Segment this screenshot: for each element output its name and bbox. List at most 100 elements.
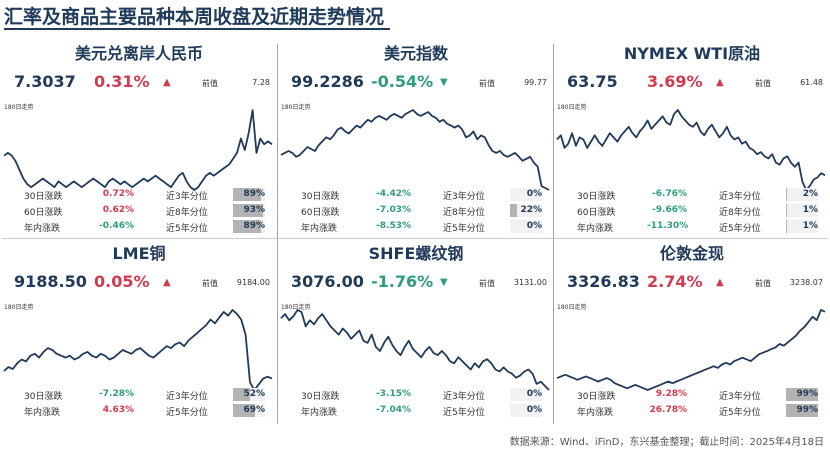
previous-value: 3238.07 [789,278,823,287]
trend-label: 180日走势 [557,104,587,111]
previous-value: 99.77 [524,78,547,87]
indicator-panel: 伦敦金现 3326.83 2.74% ▲ 前值 3238.07 180日走势 30日涨跌 9.2… [555,240,829,438]
previous-label: 前值 [479,279,495,288]
column-divider [553,44,554,242]
change-label: 30日涨跌 [577,192,616,202]
percentile-label: 近5年分位 [443,408,485,418]
percentile-bar-fill [786,388,818,401]
trend-sparkline [556,109,826,191]
percentile-label: 近3年分位 [166,192,208,202]
change-label: 年内涨跌 [24,408,61,418]
title-underline [4,28,390,30]
stat-row: 年内涨跌 26.78% 近5年分位 99% [555,404,829,418]
previous-value: 9184.00 [236,278,270,287]
percentile-value: 0% [526,405,542,415]
percentile-bar [233,404,265,417]
previous-label: 前值 [202,79,218,88]
percentile-value: 52% [243,389,265,399]
change-label: 年内涨跌 [301,224,338,234]
panel-title: NYMEX WTI原油 [623,44,761,63]
stat-row: 年内涨跌 -11.30% 近5年分位 1% [555,220,829,234]
percentile-label: 近5年分位 [443,224,485,234]
column-divider [277,44,278,242]
change-label: 30日涨跌 [301,392,340,402]
trend-label: 180日走势 [4,104,34,111]
trend-line [3,309,273,391]
trend-sparkline [3,109,273,191]
stat-row: 年内涨跌 -8.53% 近5年分位 0% [279,220,553,234]
panel-title: LME铜 [112,244,166,263]
previous-label: 前值 [755,79,771,88]
percentile-bar [786,404,818,417]
change-value: -7.04% [376,405,411,415]
stat-row: 年内涨跌 -7.04% 近5年分位 0% [279,404,553,418]
stat-row: 60日涨跌 -7.03% 近8年分位 22% [279,204,553,218]
percentile-value: 1% [802,205,818,215]
change-value: -11.30% [647,221,689,231]
percentile-value: 89% [243,221,265,231]
percentile-bar-fill [233,404,256,417]
percentile-bar [233,220,265,233]
current-value: 3326.83 [567,272,640,291]
percentile-label: 近5年分位 [719,408,761,418]
percentile-bar-fill [786,188,787,201]
percentile-bar-fill [510,204,518,217]
change-label: 30日涨跌 [301,192,340,202]
stat-row: 60日涨跌 -9.66% 近8年分位 1% [555,204,829,218]
stat-row: 30日涨跌 0.72% 近3年分位 89% [2,188,276,202]
stat-row: 30日涨跌 -6.76% 近3年分位 2% [555,188,829,202]
change-value: -7.03% [376,205,411,215]
percentile-value: 0% [526,221,542,231]
percentile-bar [510,204,542,217]
triangle-up-icon: ▲ [163,277,171,288]
change-label: 年内涨跌 [577,408,614,418]
current-value: 63.75 [567,72,618,91]
panel-title: SHFE螺纹钢 [368,244,464,263]
trend-sparkline [280,309,550,391]
percentile-value: 22% [520,205,542,215]
percentile-bar [233,204,265,217]
percentile-label: 近3年分位 [166,392,208,402]
current-value: 7.3037 [14,72,76,91]
trend-sparkline [3,309,273,391]
percentile-value: 93% [243,205,265,215]
percentile-value: 2% [802,189,818,199]
panel-title: 美元兑离岸人民币 [74,44,203,63]
stat-row: 60日涨跌 0.62% 近8年分位 93% [2,204,276,218]
percentile-value: 69% [243,405,265,415]
percentile-bar [510,388,542,401]
change-value: 0.62% [102,205,134,215]
panel-title: 伦敦金现 [659,244,724,263]
change-value: -3.15% [376,389,411,399]
percentile-bar-fill [233,388,250,401]
trend-line [280,309,550,391]
previous-label: 前值 [479,79,495,88]
column-divider [553,240,554,424]
indicator-panel: 美元指数 99.2286 -0.54% ▼ 前值 99.77 180日走势 30日涨跌 -4.4… [279,40,553,238]
percentile-bar [786,388,818,401]
percentile-bar [510,404,542,417]
page-title: 汇率及商品主要品种本周收盘及近期走势情况 [4,6,385,28]
previous-value: 3131.00 [513,278,547,287]
percentile-bar [510,220,542,233]
trend-label: 180日走势 [557,304,587,311]
percentile-bar [786,220,818,233]
current-value: 99.2286 [291,72,364,91]
percentile-value: 99% [796,389,818,399]
percentile-label: 近8年分位 [166,208,208,218]
change-value: -8.53% [376,221,411,231]
data-source-note: 数据来源：Wind、iFinD，东兴基金整理；截止时间：2025年4月18日 [509,437,824,448]
change-percent: 0.05% [94,272,150,291]
change-value: 9.28% [655,389,687,399]
change-percent: 2.74% [647,272,703,291]
stat-row: 30日涨跌 9.28% 近3年分位 99% [555,388,829,402]
percentile-value: 89% [243,189,265,199]
change-label: 年内涨跌 [24,224,61,234]
percentile-bar [510,188,542,201]
percentile-label: 近5年分位 [719,224,761,234]
percentile-label: 近5年分位 [166,408,208,418]
percentile-bar [233,388,265,401]
change-percent: -1.76% [371,272,434,291]
triangle-up-icon: ▲ [163,77,171,88]
percentile-bar-fill [233,220,262,233]
